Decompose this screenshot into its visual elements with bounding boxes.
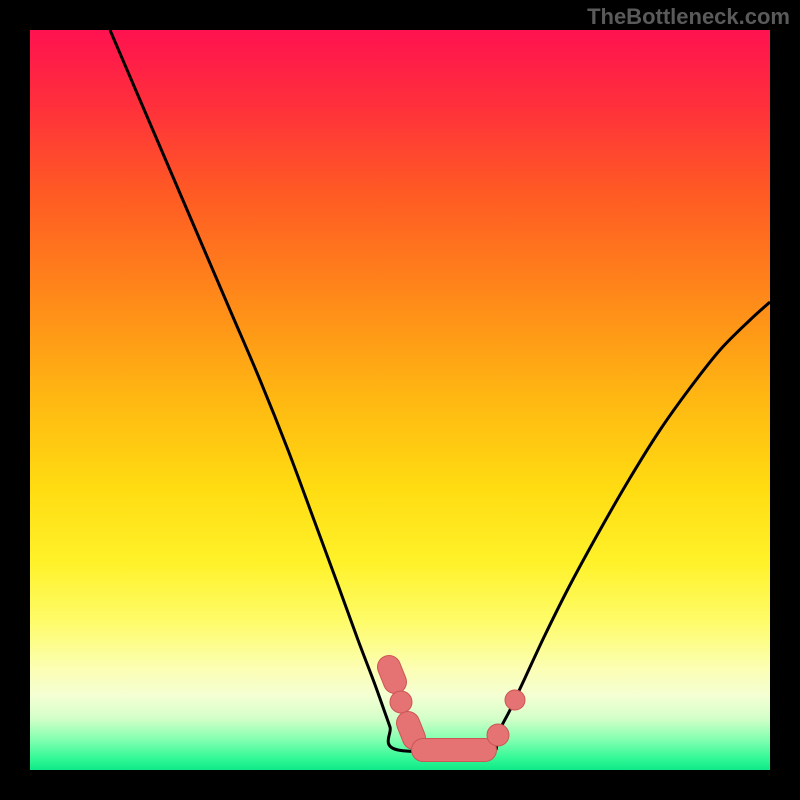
curve-markers — [389, 667, 525, 750]
watermark-text: TheBottleneck.com — [587, 4, 790, 30]
chart-container: TheBottleneck.com — [0, 0, 800, 800]
right-curve — [496, 302, 770, 750]
left-curve — [110, 30, 496, 752]
plot-area — [30, 30, 770, 770]
curve-overlay — [30, 30, 770, 770]
